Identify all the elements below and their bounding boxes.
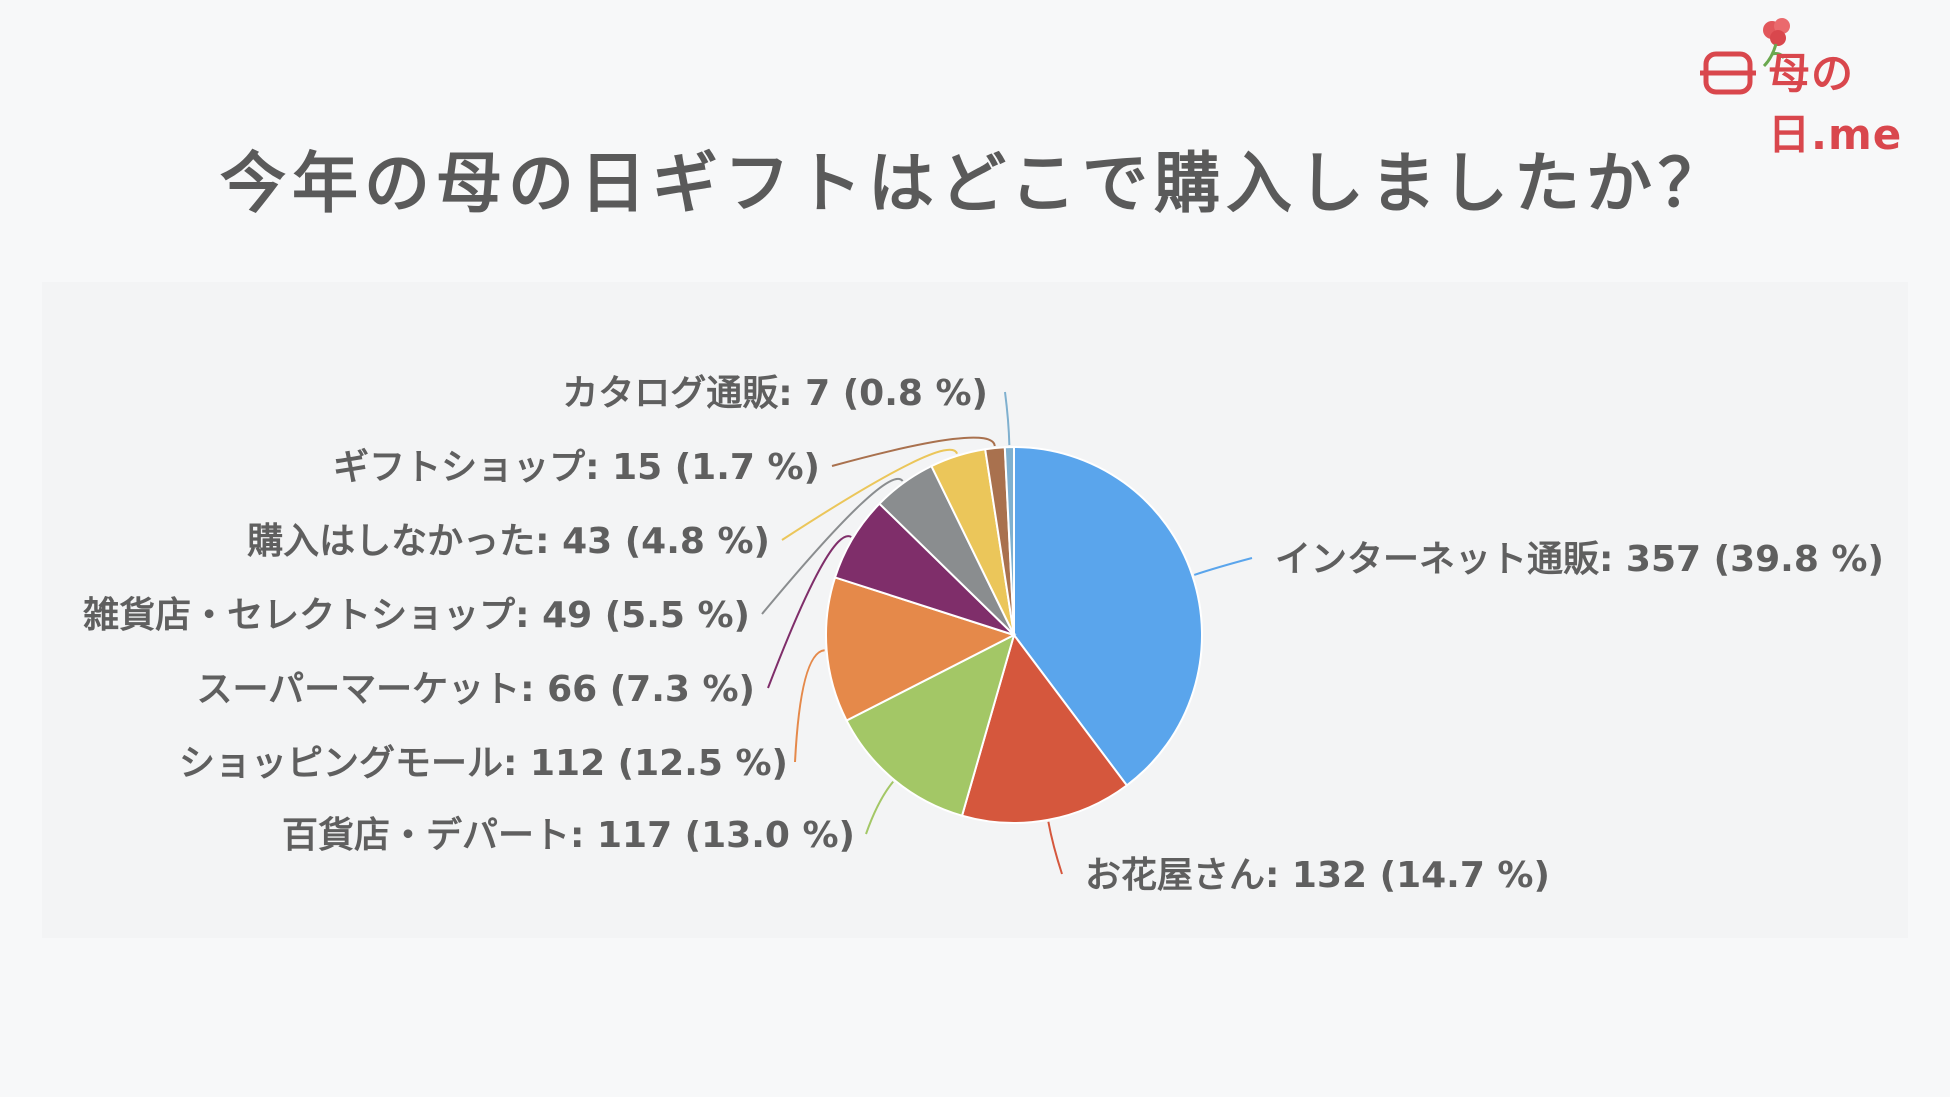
pie-slice bbox=[1003, 445, 1015, 636]
slice-label: 雑貨店・セレクトショップ: 49 (5.5 %) bbox=[82, 595, 750, 636]
leader-line bbox=[794, 649, 825, 763]
pie-slice bbox=[845, 633, 1016, 817]
leader-line bbox=[1193, 557, 1253, 576]
pie-slice bbox=[825, 576, 1017, 722]
leader-line bbox=[767, 535, 852, 689]
slice-label: お花屋さん: 132 (14.7 %) bbox=[1085, 855, 1550, 896]
slice-label: ギフトショップ: 15 (1.7 %) bbox=[333, 447, 820, 488]
leader-line bbox=[1004, 391, 1011, 446]
slice-label: 購入はしなかった: 43 (4.8 %) bbox=[247, 521, 770, 562]
slice-label: 百貨店・デパート: 117 (13.0 %) bbox=[282, 814, 855, 856]
leader-line bbox=[865, 780, 894, 835]
slice-label: インターネット通販: 357 (39.8 %) bbox=[1275, 539, 1884, 580]
leader-line bbox=[1047, 821, 1063, 875]
carnation-icon bbox=[1762, 18, 1790, 68]
pie-slice bbox=[960, 632, 1129, 824]
leader-line bbox=[781, 448, 959, 541]
slice-label: スーパーマーケット: 66 (7.3 %) bbox=[197, 669, 755, 710]
mother-icon bbox=[1700, 51, 1756, 95]
pie-slice bbox=[1013, 445, 1203, 787]
slice-label: カタログ通販: 7 (0.8 %) bbox=[562, 373, 988, 414]
logo bbox=[1700, 18, 1790, 95]
slice-label: ショッピングモール: 112 (12.5 %) bbox=[179, 743, 788, 784]
leader-line bbox=[831, 436, 996, 467]
leader-line bbox=[761, 477, 904, 615]
chart-title: 今年の母の日ギフトはどこで購入しましたか？ bbox=[219, 145, 1731, 222]
logo-text: 母の日.me bbox=[1768, 49, 1903, 159]
